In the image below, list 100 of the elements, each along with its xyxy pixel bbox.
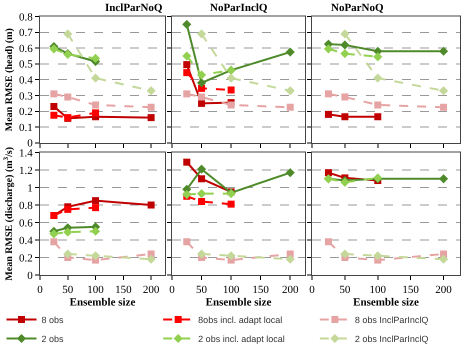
point: [324, 169, 332, 176]
x-axis-title: Ensemble size: [353, 296, 419, 308]
point: [439, 254, 448, 264]
point: [63, 249, 72, 259]
point: [148, 114, 155, 122]
point: [183, 61, 190, 68]
x-tick-label: 50: [339, 284, 351, 296]
x-axis-title: Ensemble size: [70, 296, 136, 308]
x-tick-label: 200: [435, 284, 452, 296]
legend-label: 2 obs incl. adapt local: [198, 334, 285, 344]
point: [228, 200, 235, 208]
legend-label: 2 obs: [42, 334, 64, 344]
point: [50, 238, 58, 246]
y-tick-label: 0.7: [19, 27, 34, 40]
point: [148, 104, 155, 111]
y-tick-label: 0.5: [19, 58, 34, 71]
point: [340, 49, 350, 58]
point: [64, 94, 72, 101]
x-tick-label: 0: [309, 284, 316, 296]
point: [439, 174, 448, 184]
point: [340, 40, 350, 50]
point: [92, 101, 100, 108]
point: [286, 86, 295, 96]
point: [146, 86, 156, 96]
point: [198, 94, 206, 101]
legend-label: 2 obs InclParInclQ: [354, 334, 428, 344]
x-axis-title: Ensemble size: [206, 296, 272, 308]
point: [49, 229, 58, 238]
point: [286, 48, 295, 57]
y-tick-label: 0.6: [19, 42, 34, 55]
point: [182, 51, 192, 61]
point: [373, 52, 382, 62]
point: [440, 104, 448, 111]
point: [50, 90, 58, 98]
point: [91, 74, 100, 83]
x-tick-label: 100: [222, 284, 240, 296]
point: [182, 20, 192, 29]
y-tick-label: 0: [27, 138, 34, 150]
point: [146, 254, 156, 264]
point: [183, 158, 190, 166]
point: [183, 238, 190, 246]
point: [183, 90, 190, 98]
x-tick-label: 0: [169, 284, 176, 296]
point: [374, 113, 382, 120]
x-tick-label: 200: [142, 284, 160, 296]
y-tick-label: 0.2: [19, 252, 33, 264]
point: [63, 29, 72, 38]
point: [91, 54, 100, 63]
point: [197, 70, 206, 80]
x-tick-label: 150: [252, 284, 270, 296]
point: [197, 164, 206, 174]
x-tick-label: 200: [282, 284, 299, 296]
y-tick-label: 0.2: [19, 106, 33, 118]
y-tick-label: 1: [27, 182, 33, 194]
point: [197, 29, 206, 38]
point: [63, 228, 72, 237]
point: [226, 74, 236, 83]
chart-title: InclParNoQ: [105, 2, 163, 14]
x-tick-label: 50: [196, 284, 208, 296]
y-axis-title: Mean RMSE (head) (m): [4, 28, 16, 132]
point: [64, 206, 72, 213]
point: [373, 74, 382, 83]
point: [340, 29, 350, 38]
point: [373, 251, 382, 260]
point: [91, 251, 100, 260]
y-tick-label: 1.2: [19, 164, 33, 177]
point: [148, 202, 155, 209]
point: [341, 113, 348, 120]
point: [324, 44, 333, 54]
point: [198, 175, 206, 182]
point: [439, 46, 448, 56]
point: [340, 249, 350, 259]
y-tick-label: 1.4: [19, 147, 34, 160]
point: [91, 226, 100, 236]
point: [183, 69, 190, 76]
x-tick-label: 0: [37, 284, 44, 296]
point: [324, 238, 332, 246]
legend-label: 8 obs: [42, 315, 64, 326]
legend-label: 8obs incl. adapt local: [198, 315, 282, 326]
x-tick-label: 100: [87, 284, 104, 296]
point: [439, 86, 448, 96]
y-tick-label: 0.8: [19, 200, 34, 212]
y-tick-label: 0: [27, 270, 34, 282]
y-tick-label: 0.4: [19, 234, 34, 247]
chart-title: NoParInclQ: [210, 2, 268, 14]
x-tick-label: 100: [370, 284, 387, 296]
point: [374, 101, 382, 108]
point: [198, 100, 206, 107]
point: [226, 251, 236, 260]
point: [228, 86, 235, 94]
x-tick-label: 150: [115, 284, 132, 296]
point: [198, 198, 206, 206]
y-tick-label: 0.3: [19, 90, 34, 102]
point: [197, 78, 206, 88]
point: [197, 249, 206, 259]
point: [286, 104, 294, 111]
point: [286, 168, 295, 178]
point: [92, 109, 100, 116]
point: [324, 90, 332, 98]
point: [92, 197, 100, 204]
